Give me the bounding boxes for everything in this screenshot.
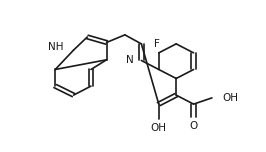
Text: F: F — [154, 39, 160, 49]
Text: O: O — [189, 121, 198, 131]
Text: NH: NH — [48, 42, 64, 52]
Text: N: N — [126, 55, 134, 66]
Text: OH: OH — [222, 93, 238, 103]
Text: OH: OH — [151, 123, 167, 133]
